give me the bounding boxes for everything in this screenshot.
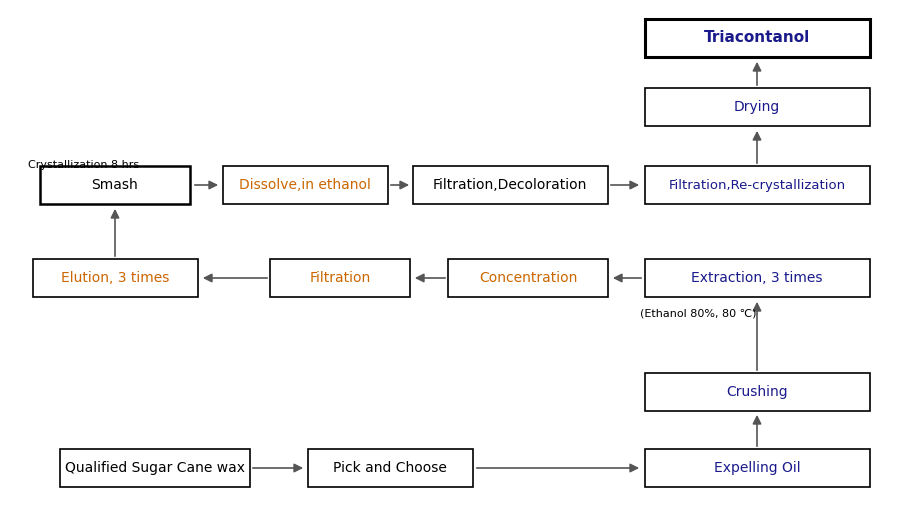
Text: Filtration,Re-crystallization: Filtration,Re-crystallization xyxy=(668,178,845,191)
Text: Pick and Choose: Pick and Choose xyxy=(333,461,447,475)
Bar xyxy=(645,166,869,204)
Text: Dissolve,in ethanol: Dissolve,in ethanol xyxy=(239,178,371,192)
Text: Smash: Smash xyxy=(91,178,139,192)
Text: Triacontanol: Triacontanol xyxy=(704,30,810,46)
Bar xyxy=(645,19,869,57)
Text: Concentration: Concentration xyxy=(479,271,578,285)
Bar xyxy=(645,88,869,126)
Text: Elution, 3 times: Elution, 3 times xyxy=(61,271,169,285)
Bar xyxy=(40,166,190,204)
Text: Crushing: Crushing xyxy=(726,385,788,399)
Bar xyxy=(645,259,869,297)
Text: Filtration: Filtration xyxy=(310,271,371,285)
Bar xyxy=(32,259,198,297)
Text: Extraction, 3 times: Extraction, 3 times xyxy=(691,271,822,285)
Text: Expelling Oil: Expelling Oil xyxy=(713,461,800,475)
Text: Qualified Sugar Cane wax: Qualified Sugar Cane wax xyxy=(65,461,245,475)
Text: Filtration,Decoloration: Filtration,Decoloration xyxy=(432,178,587,192)
Bar xyxy=(308,449,472,487)
Text: Crystallization 8 hrs: Crystallization 8 hrs xyxy=(28,160,140,170)
Bar xyxy=(412,166,607,204)
Bar xyxy=(270,259,410,297)
Bar xyxy=(223,166,387,204)
Bar xyxy=(448,259,608,297)
Text: Drying: Drying xyxy=(734,100,780,114)
Text: (Ethanol 80%, 80 ℃): (Ethanol 80%, 80 ℃) xyxy=(640,308,757,318)
Bar xyxy=(60,449,250,487)
Bar xyxy=(645,449,869,487)
Bar xyxy=(645,373,869,411)
